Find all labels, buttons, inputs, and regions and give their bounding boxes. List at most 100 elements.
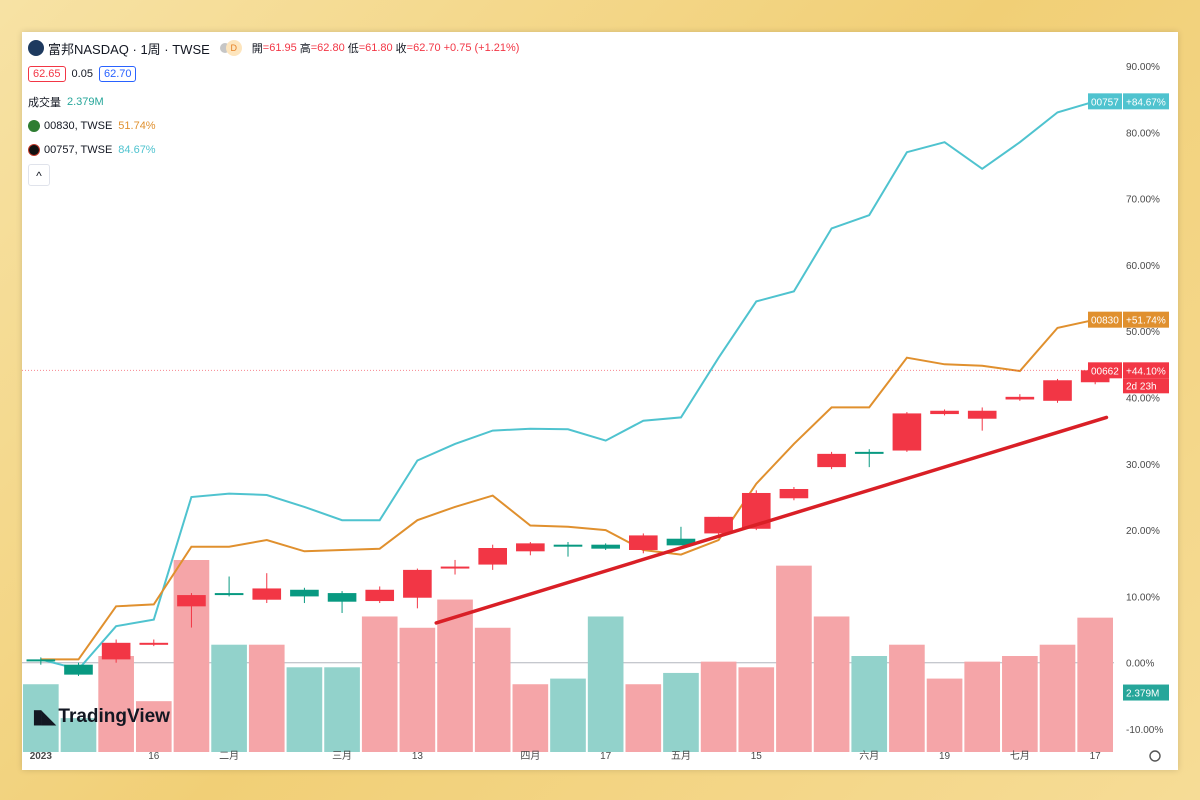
x-tick-label: 2023 bbox=[30, 751, 53, 762]
price-tag-00830 bbox=[1088, 311, 1122, 328]
x-tick-label: 17 bbox=[1090, 751, 1102, 762]
price-tag-value-00830 bbox=[1123, 311, 1169, 328]
volume-tag-label: 2.379M bbox=[1126, 689, 1159, 700]
tradingview-mark-icon: ▮◣ bbox=[32, 706, 56, 728]
tradingview-logo[interactable]: ▮◣ TradingView bbox=[32, 704, 170, 729]
x-tick-label: 七月 bbox=[1010, 750, 1030, 762]
candle-body bbox=[252, 588, 282, 600]
symbol-name[interactable]: 富邦NASDAQ · 1周 · TWSE bbox=[48, 41, 210, 57]
chart-panel: 90.00% 80.00% 70.00% 60.00% 50.00% 40.00% 30.0… bbox=[22, 32, 1178, 770]
y-tick-label: 30.00% bbox=[1126, 460, 1160, 471]
volume-bar bbox=[625, 684, 662, 752]
candle-body bbox=[516, 543, 545, 552]
candle-body bbox=[64, 664, 93, 675]
volume-bar bbox=[248, 644, 285, 752]
candle-body bbox=[177, 595, 206, 607]
volume-bar bbox=[98, 656, 134, 752]
volume-bar bbox=[135, 701, 172, 752]
price-chart[interactable]: 90.00% 80.00% 70.00% 60.00% 50.00% 40.00% 30.0… bbox=[22, 32, 1178, 770]
interval-badge[interactable]: D bbox=[225, 40, 242, 56]
chevron-up-icon: ^ bbox=[36, 169, 42, 183]
countdown-label: 2d 23h bbox=[1126, 381, 1157, 392]
volume-bar bbox=[964, 661, 1001, 752]
y-tick-label: -10.00% bbox=[1126, 725, 1163, 736]
compare-row-00757[interactable]: 00757, TWSE 84.67% bbox=[28, 140, 519, 160]
candle-body bbox=[967, 410, 997, 419]
volume-bar bbox=[550, 678, 586, 752]
candle-body bbox=[704, 516, 733, 534]
x-tick-label: 三月 bbox=[332, 750, 352, 762]
ohlc-close-label: 收 bbox=[395, 43, 407, 55]
bid-price[interactable]: 62.65 bbox=[28, 66, 66, 82]
candle-body bbox=[779, 488, 809, 499]
candle-body bbox=[403, 569, 432, 598]
volume-row: 成交量 2.379M bbox=[28, 92, 519, 112]
volume-bar bbox=[1039, 644, 1076, 752]
candle-body bbox=[101, 642, 131, 660]
candle-body bbox=[553, 544, 583, 547]
price-tag-label: +44.10% bbox=[1126, 366, 1166, 377]
ohlc-low: =61.80 bbox=[358, 42, 393, 54]
candle-body bbox=[930, 410, 959, 415]
y-tick-label: 50.00% bbox=[1126, 327, 1160, 338]
fubon-logo-icon bbox=[28, 40, 44, 56]
symbol-row: 富邦NASDAQ · 1周 · TWSE D 開 =61.95 高 =62.80… bbox=[28, 38, 519, 58]
volume-bar bbox=[1002, 656, 1038, 752]
price-tag-label: +84.67% bbox=[1126, 97, 1166, 108]
volume-bar bbox=[324, 667, 360, 752]
compare-row-00830[interactable]: 00830, TWSE 51.74% bbox=[28, 116, 519, 136]
y-tick-label: 70.00% bbox=[1126, 195, 1160, 206]
price-tag-name: 00830 bbox=[1091, 316, 1119, 327]
volume-label[interactable]: 成交量 bbox=[28, 97, 61, 109]
ohlc-change: +0.75 (+1.21%) bbox=[443, 42, 520, 54]
y-tick-label: 80.00% bbox=[1126, 128, 1160, 139]
volume-bar bbox=[23, 684, 59, 752]
y-tick-label: 20.00% bbox=[1126, 526, 1160, 537]
volume-bar bbox=[587, 616, 624, 752]
x-tick-label: 19 bbox=[939, 751, 951, 762]
volume-tag bbox=[1123, 684, 1169, 701]
y-tick-label: 0.00% bbox=[1126, 659, 1154, 670]
x-tick-label: 17 bbox=[600, 751, 612, 762]
volume-bar bbox=[663, 672, 699, 752]
volume-bar bbox=[926, 678, 963, 752]
bid-ask-row: 62.65 0.05 62.70 bbox=[28, 64, 519, 84]
price-tag-name: 00757 bbox=[1091, 97, 1119, 108]
price-tag-00662 bbox=[1088, 362, 1122, 379]
x-tick-label: 四月 bbox=[520, 750, 540, 762]
candle-body bbox=[139, 642, 169, 645]
cathay-logo-icon bbox=[28, 144, 40, 156]
x-tick-label: 五月 bbox=[671, 750, 691, 762]
volume-bar bbox=[851, 656, 888, 752]
trend-line bbox=[434, 415, 1109, 625]
candle-body bbox=[666, 538, 696, 546]
volume-bar bbox=[813, 616, 850, 752]
ohlc-close: =62.70 bbox=[406, 42, 441, 54]
price-tag-label: +51.74% bbox=[1126, 316, 1166, 327]
candle-body bbox=[327, 593, 357, 602]
interval-badge-icon[interactable] bbox=[219, 43, 230, 53]
tree-logo-icon bbox=[28, 120, 40, 132]
candle-body bbox=[591, 544, 620, 549]
y-tick-label: 60.00% bbox=[1126, 261, 1160, 272]
price-tag-00757 bbox=[1088, 93, 1122, 110]
collapse-legend-button[interactable]: ^ bbox=[28, 164, 50, 186]
volume-bar bbox=[1077, 617, 1113, 752]
candle-body bbox=[440, 566, 470, 569]
ohlc-low-label: 低 bbox=[347, 43, 359, 55]
x-tick-label: 六月 bbox=[859, 750, 879, 762]
volume-bar bbox=[889, 644, 925, 752]
countdown-tag bbox=[1123, 378, 1169, 394]
ask-price[interactable]: 62.70 bbox=[98, 66, 137, 82]
candle-body bbox=[478, 548, 507, 565]
compare-name-00757: 00757, TWSE bbox=[44, 144, 113, 156]
spread-value: 0.05 bbox=[71, 68, 93, 80]
candle-body bbox=[214, 593, 244, 596]
series-line-00830 bbox=[40, 318, 1096, 661]
volume-value: 2.379M bbox=[67, 96, 104, 108]
y-tick-label: 10.00% bbox=[1126, 592, 1160, 603]
volume-bar bbox=[700, 661, 737, 752]
chart-legend: 富邦NASDAQ · 1周 · TWSE D 開 =61.95 高 =62.80… bbox=[28, 38, 519, 186]
ohlc-open-label: 開 bbox=[251, 43, 263, 55]
ohlc-high: =62.80 bbox=[310, 42, 345, 54]
